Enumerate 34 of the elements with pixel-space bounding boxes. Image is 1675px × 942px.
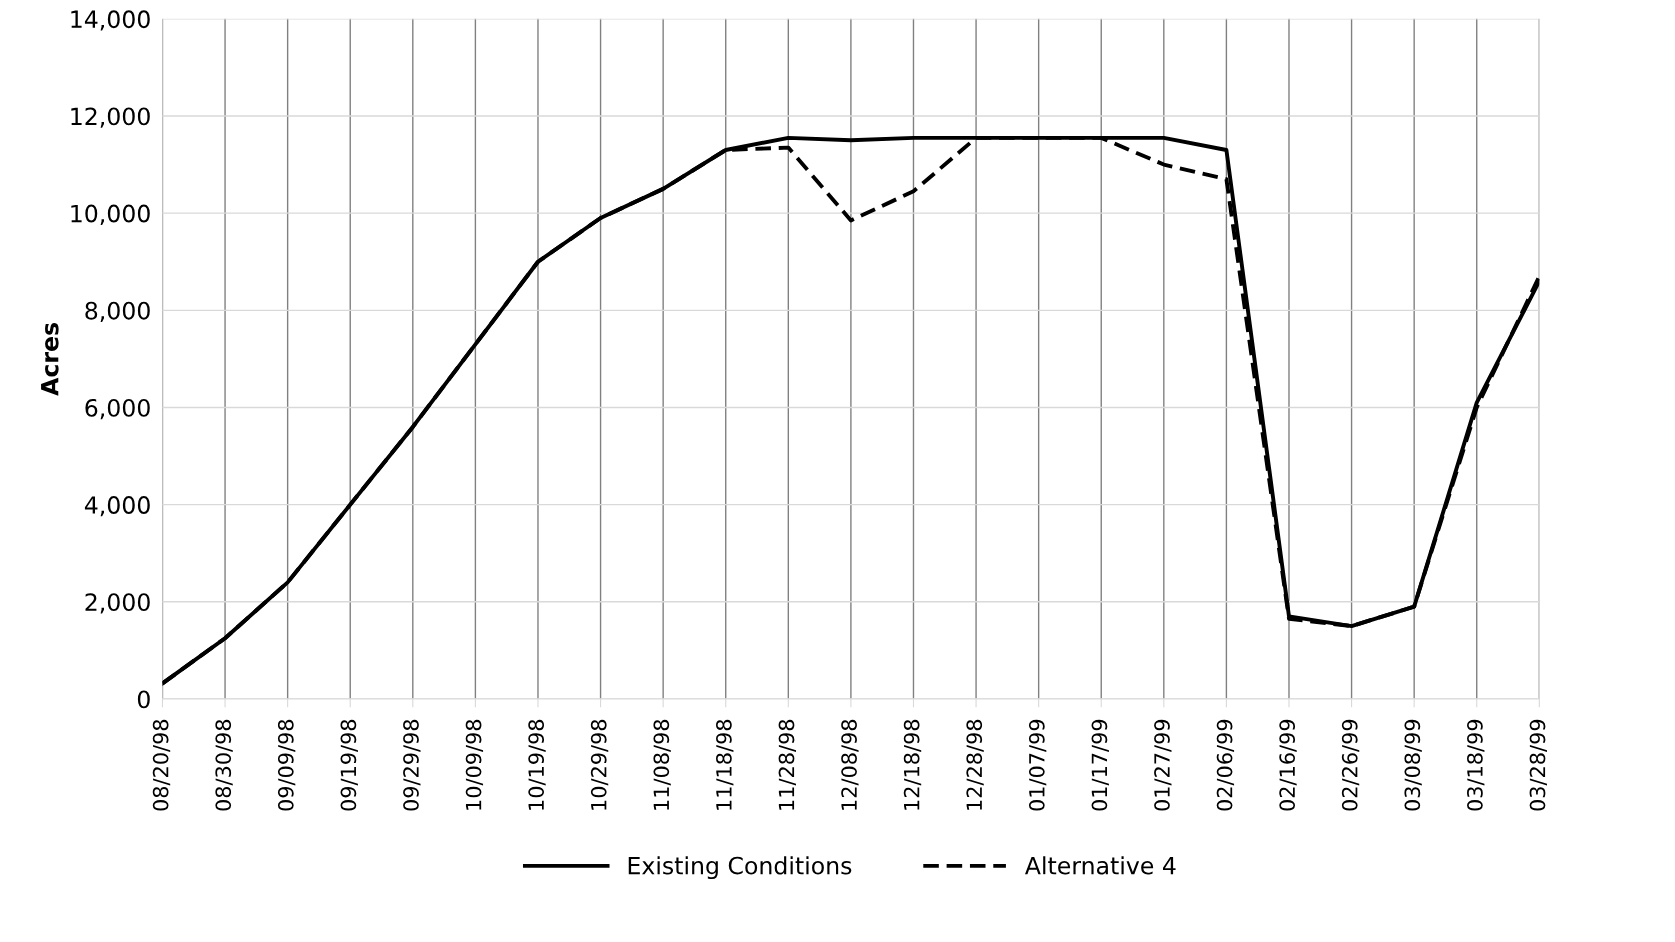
x-tick-label: 01/07/99: [1028, 719, 1047, 811]
y-tick-label: 10,000: [71, 204, 150, 225]
x-tick-label: 12/08/98: [841, 719, 859, 810]
legend-label: Alternative 4: [1025, 856, 1176, 875]
x-tick-label: 02/06/99: [1216, 719, 1235, 811]
y-tick-label: 2,000: [85, 593, 150, 614]
x-tick-label: 10/09/98: [465, 719, 484, 810]
legend-label: Existing Conditions: [628, 856, 852, 880]
x-tick-label: 10/19/98: [528, 719, 546, 810]
x-tick-label: 01/27/99: [1154, 719, 1172, 811]
x-tick-label: 11/18/98: [716, 719, 734, 810]
y-tick-label: 8,000: [85, 301, 150, 323]
x-tick-label: 01/17/99: [1091, 719, 1109, 811]
y-tick-label: 12,000: [71, 107, 150, 128]
x-tick-label: 09/29/98: [403, 719, 421, 811]
x-tick-label: 03/08/99: [1404, 719, 1422, 811]
x-tick-label: 08/20/98: [152, 719, 171, 811]
y-axis-title: Acres: [41, 323, 59, 396]
x-tick-label: 12/18/98: [903, 719, 922, 810]
x-tick-label: 02/26/99: [1341, 719, 1360, 811]
x-tick-label: 09/19/98: [340, 719, 358, 811]
y-tick-label: 14,000: [71, 10, 150, 31]
x-tick-label: 08/30/98: [215, 719, 233, 811]
y-tick-label: 4,000: [84, 496, 150, 517]
x-tick-label: 11/08/98: [653, 719, 671, 810]
x-tick-label: 10/29/98: [590, 719, 609, 810]
x-tick-label: 03/18/99: [1467, 719, 1485, 811]
x-tick-label: 12/28/98: [966, 719, 984, 810]
y-tick-label: 6,000: [85, 398, 150, 420]
y-tick-label: 0: [137, 690, 150, 709]
x-tick-label: 03/28/99: [1529, 719, 1548, 811]
x-tick-label: 09/09/98: [277, 719, 296, 811]
x-tick-label: 02/16/99: [1279, 719, 1297, 811]
x-tick-label: 11/28/98: [778, 719, 796, 810]
